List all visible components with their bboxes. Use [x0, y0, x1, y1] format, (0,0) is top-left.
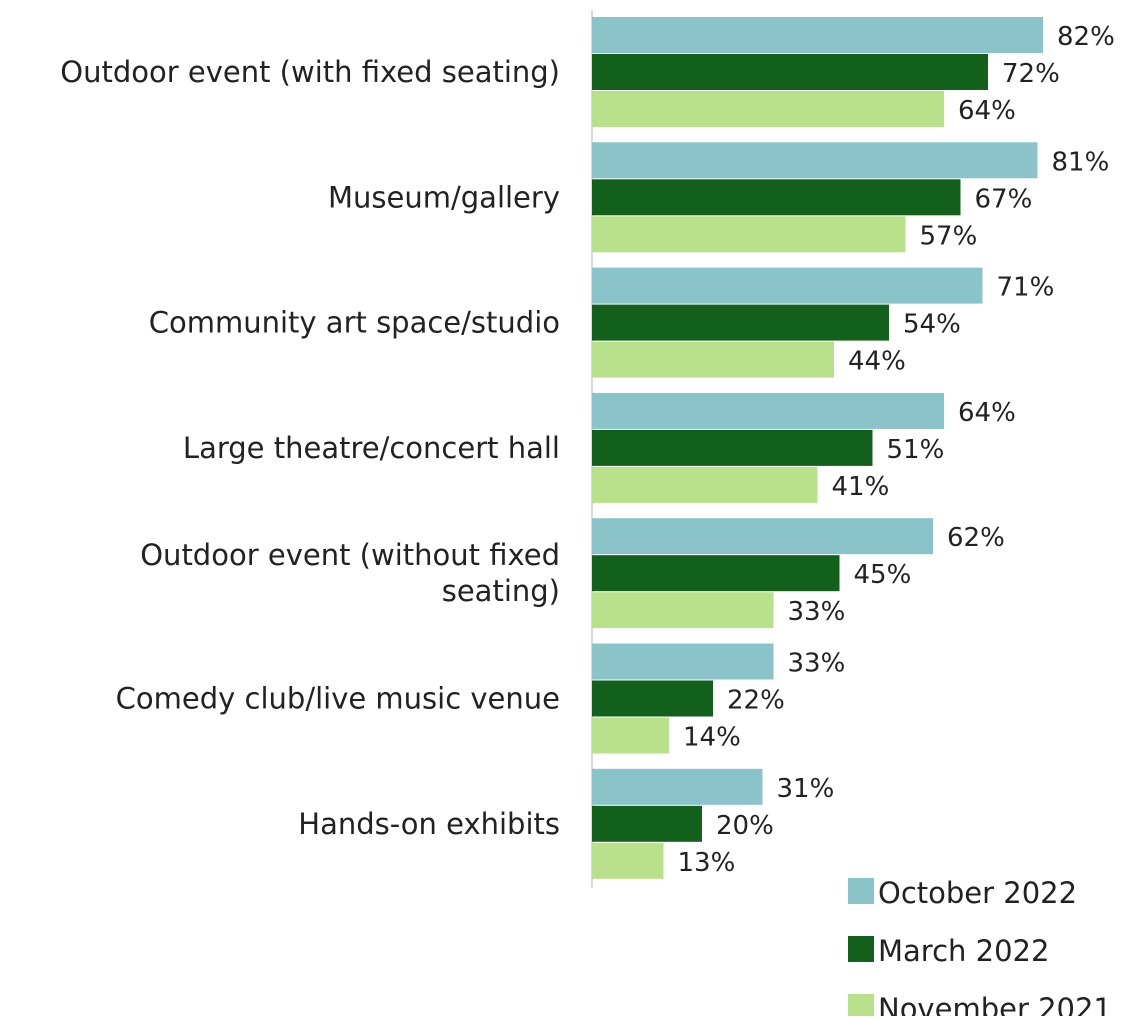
bar — [592, 717, 669, 754]
category-labels-layer: Outdoor event (with fixed seating) Museum… — [60, 55, 560, 841]
category-label: Hands-on exhibits — [298, 807, 560, 841]
bar — [592, 680, 713, 717]
data-label: 14% — [683, 723, 741, 753]
bar — [592, 643, 774, 680]
data-label: 81% — [1052, 147, 1110, 177]
category-label: Community art space/studio — [149, 306, 560, 340]
data-label: 71% — [997, 273, 1055, 303]
data-label: 62% — [947, 523, 1005, 553]
category-label: seating) — [442, 574, 560, 608]
data-label: 54% — [903, 310, 961, 340]
data-label: 22% — [727, 686, 785, 716]
data-label: 44% — [848, 347, 906, 377]
bar — [592, 392, 944, 429]
bar — [592, 179, 961, 216]
data-label: 20% — [716, 811, 774, 841]
legend-label: March 2022 — [878, 934, 1049, 968]
category-label: Outdoor event (without fixed — [140, 538, 560, 572]
legend-swatch — [848, 936, 874, 962]
legend-label: October 2022 — [878, 876, 1077, 910]
bar — [592, 555, 840, 592]
data-label: 13% — [678, 848, 736, 878]
bar — [592, 54, 988, 90]
bar — [592, 267, 983, 304]
data-label: 72% — [1002, 59, 1060, 89]
bar — [592, 805, 702, 842]
bar — [592, 842, 664, 879]
value-labels-layer: 82% 72% 64% 81% 67% 57% 71% 54% 44% 64% 51% 41% 62% 4… — [678, 22, 1115, 878]
bars-layer — [592, 17, 1043, 879]
bar — [592, 17, 1043, 53]
data-label: 51% — [887, 435, 945, 465]
data-label: 31% — [777, 774, 835, 804]
bar — [592, 341, 834, 378]
data-label: 33% — [788, 597, 846, 627]
data-label: 82% — [1057, 22, 1115, 52]
bar — [592, 518, 933, 555]
bar — [592, 142, 1038, 179]
data-label: 45% — [854, 560, 912, 590]
category-label: Outdoor event (with fixed seating) — [60, 55, 560, 89]
bar — [592, 91, 944, 127]
bar — [592, 216, 906, 253]
data-label: 57% — [920, 221, 978, 251]
legend-label: November 2021 — [878, 992, 1112, 1016]
category-label: Large theatre/concert hall — [183, 431, 560, 465]
legend: October 2022 March 2022 November 2021 — [848, 876, 1112, 1020]
legend-swatch — [848, 878, 874, 904]
data-label: 67% — [975, 184, 1033, 214]
bar — [592, 466, 818, 503]
category-label: Comedy club/live music venue — [116, 682, 560, 716]
bar — [592, 429, 873, 466]
data-label: 64% — [958, 398, 1016, 428]
bar — [592, 768, 763, 805]
data-label: 33% — [788, 649, 846, 679]
bar — [592, 304, 889, 341]
data-label: 41% — [832, 472, 890, 502]
data-label: 64% — [958, 96, 1016, 126]
category-label: Museum/gallery — [328, 180, 560, 214]
bar — [592, 592, 774, 629]
legend-swatch — [848, 994, 874, 1020]
